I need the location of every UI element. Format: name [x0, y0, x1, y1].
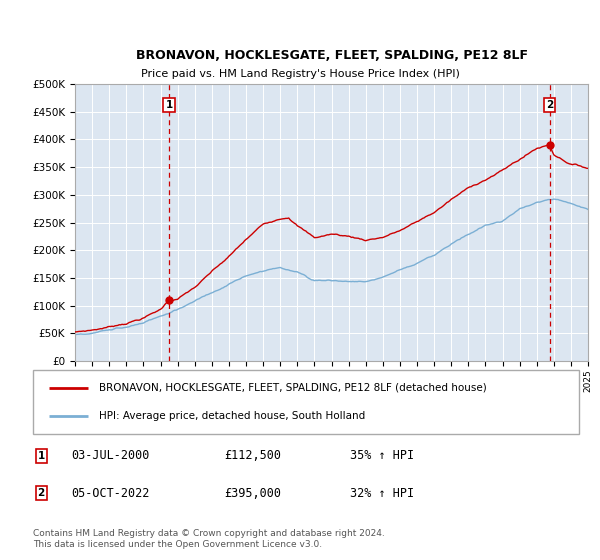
Text: £395,000: £395,000 [224, 487, 281, 500]
Text: 2: 2 [38, 488, 45, 498]
Text: 1: 1 [38, 451, 45, 461]
Text: 1: 1 [166, 100, 173, 110]
Text: Contains HM Land Registry data © Crown copyright and database right 2024.
This d: Contains HM Land Registry data © Crown c… [33, 529, 385, 549]
Text: 03-JUL-2000: 03-JUL-2000 [71, 449, 149, 463]
Text: 05-OCT-2022: 05-OCT-2022 [71, 487, 149, 500]
Text: Price paid vs. HM Land Registry's House Price Index (HPI): Price paid vs. HM Land Registry's House … [140, 69, 460, 79]
Title: BRONAVON, HOCKLESGATE, FLEET, SPALDING, PE12 8LF: BRONAVON, HOCKLESGATE, FLEET, SPALDING, … [136, 49, 527, 62]
Text: 32% ↑ HPI: 32% ↑ HPI [350, 487, 414, 500]
Text: 35% ↑ HPI: 35% ↑ HPI [350, 449, 414, 463]
Text: 2: 2 [546, 100, 553, 110]
Text: HPI: Average price, detached house, South Holland: HPI: Average price, detached house, Sout… [98, 411, 365, 421]
Text: BRONAVON, HOCKLESGATE, FLEET, SPALDING, PE12 8LF (detached house): BRONAVON, HOCKLESGATE, FLEET, SPALDING, … [98, 382, 486, 393]
FancyBboxPatch shape [33, 370, 579, 434]
Text: £112,500: £112,500 [224, 449, 281, 463]
